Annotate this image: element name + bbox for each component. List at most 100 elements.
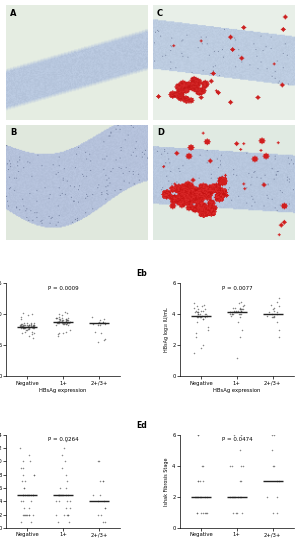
Point	[239, 493, 244, 501]
Point	[60, 490, 64, 499]
Point	[68, 326, 72, 334]
Point	[25, 490, 30, 499]
Point	[60, 328, 65, 337]
Point	[199, 493, 204, 501]
Point	[25, 322, 30, 330]
Point	[27, 321, 32, 329]
Point	[27, 510, 32, 519]
Point	[66, 320, 70, 329]
Point	[234, 508, 239, 517]
Point	[200, 312, 205, 320]
Point	[19, 320, 24, 328]
Point	[21, 464, 26, 472]
Point	[21, 323, 26, 332]
Point	[204, 312, 209, 320]
Point	[25, 324, 30, 333]
Point	[237, 305, 242, 314]
Point	[271, 305, 275, 314]
Point	[26, 450, 31, 459]
Point	[28, 319, 33, 327]
Point	[24, 326, 29, 334]
Point	[230, 493, 235, 501]
Point	[237, 299, 242, 307]
Point	[98, 328, 103, 337]
Point	[229, 312, 234, 320]
Text: P = 0.0474: P = 0.0474	[221, 437, 252, 443]
Point	[196, 305, 201, 314]
Point	[204, 310, 209, 319]
Point	[101, 477, 106, 486]
Point	[56, 330, 60, 338]
Point	[59, 315, 64, 324]
Point	[67, 317, 72, 326]
Point	[25, 321, 30, 329]
Point	[18, 313, 23, 321]
Text: A: A	[10, 9, 17, 18]
Point	[101, 517, 106, 526]
Point	[58, 315, 63, 323]
Point	[29, 310, 34, 319]
Point	[103, 319, 108, 328]
Point	[28, 322, 33, 331]
Point	[205, 312, 209, 320]
Point	[194, 302, 199, 310]
Point	[20, 477, 25, 486]
Point	[233, 508, 238, 517]
Point	[56, 331, 60, 340]
Point	[98, 490, 103, 499]
Point	[200, 302, 205, 310]
Point	[227, 308, 232, 317]
Point	[59, 464, 64, 472]
Point	[199, 313, 204, 321]
Point	[57, 315, 62, 323]
Point	[198, 310, 203, 319]
Point	[54, 314, 59, 322]
Point	[64, 319, 69, 327]
Point	[97, 320, 102, 329]
Point	[20, 322, 24, 331]
Point	[200, 307, 205, 315]
Point	[30, 322, 35, 330]
Point	[22, 322, 27, 331]
Point	[270, 446, 274, 454]
Text: B: B	[10, 128, 16, 137]
Point	[65, 510, 70, 519]
Point	[96, 320, 101, 329]
Point	[18, 321, 23, 329]
Point	[204, 508, 209, 517]
Point	[67, 319, 72, 327]
Point	[95, 338, 100, 347]
Point	[239, 305, 244, 314]
Point	[199, 344, 204, 353]
Point	[232, 308, 237, 317]
Point	[22, 319, 27, 328]
Point	[28, 497, 33, 506]
Point	[241, 461, 246, 470]
Point	[240, 508, 244, 517]
Point	[21, 490, 26, 499]
Point	[29, 322, 34, 331]
Point	[203, 305, 208, 314]
Point	[238, 307, 243, 315]
Point	[230, 508, 235, 517]
Point	[63, 316, 68, 325]
Point	[32, 471, 37, 479]
Text: D: D	[157, 128, 164, 137]
Point	[272, 430, 277, 439]
Point	[21, 322, 26, 330]
Point	[239, 310, 244, 319]
Point	[272, 303, 277, 312]
Point	[91, 320, 96, 328]
Point	[56, 490, 61, 499]
Point	[22, 484, 27, 493]
Point	[66, 318, 71, 327]
Point	[103, 335, 108, 343]
Point	[198, 493, 203, 501]
Point	[55, 317, 60, 326]
Point	[19, 320, 24, 328]
Point	[57, 490, 62, 499]
Point	[54, 319, 59, 327]
Point	[194, 493, 199, 501]
Point	[275, 308, 280, 317]
Point	[232, 493, 237, 501]
